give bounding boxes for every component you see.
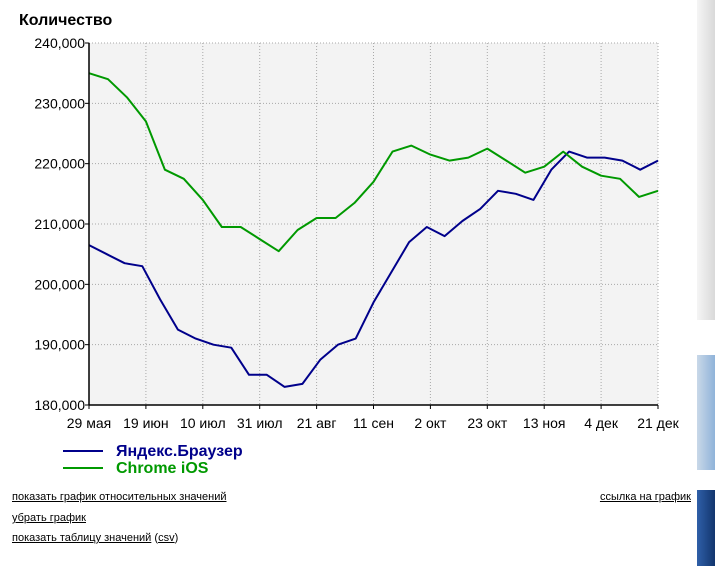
x-tick-label: 10 июл	[180, 415, 226, 431]
y-tick-label: 220,000	[34, 156, 85, 172]
series-line-chrome-ios	[88, 72, 659, 253]
y-axis-title: Количество	[19, 12, 112, 29]
y-tick-label: 180,000	[34, 397, 85, 413]
grid	[89, 42, 659, 405]
x-tick-label: 11 сен	[353, 415, 394, 431]
legend-label: Яндекс.Браузер	[116, 443, 243, 460]
chart-area: 240,000 230,000 220,000 210,000 200,000 190,0…	[19, 12, 680, 477]
y-tick-label: 240,000	[34, 35, 85, 51]
link-table-container: показать таблицу значений (csv)	[12, 532, 178, 544]
edge-block-gap	[697, 320, 715, 355]
series-line-yandex-browser	[88, 150, 659, 388]
series-layer	[88, 72, 659, 388]
legend-label: Chrome iOS	[116, 460, 209, 477]
link-relative-container: показать график относительных значений	[12, 491, 227, 503]
chart-svg: 240,000 230,000 220,000 210,000 200,000 190,0…	[19, 12, 680, 477]
paren-close: )	[174, 532, 179, 544]
y-tick-label: 230,000	[34, 95, 85, 111]
x-tick-label: 21 авг	[297, 415, 337, 431]
edge-block-bottom	[697, 490, 715, 566]
x-tick-label: 23 окт	[467, 415, 508, 431]
y-tick-label: 190,000	[34, 337, 85, 353]
x-tick-label: 29 мая	[67, 415, 111, 431]
show-table-link[interactable]: показать таблицу значений	[12, 532, 152, 544]
edge-strip-decoration	[697, 0, 715, 566]
axes	[85, 42, 659, 409]
show-relative-link[interactable]: показать график относительных значений	[12, 491, 227, 503]
x-tick-label: 4 дек	[584, 415, 619, 431]
y-tick-label: 210,000	[34, 216, 85, 232]
x-tick-label: 31 июл	[237, 415, 283, 431]
edge-block-mid	[697, 355, 715, 470]
edge-block-gap2	[697, 470, 715, 490]
tick-labels: 240,000 230,000 220,000 210,000 200,000 190,0…	[34, 35, 679, 431]
y-tick-label: 200,000	[34, 276, 85, 292]
x-tick-label: 2 окт	[414, 415, 447, 431]
remove-chart-link[interactable]: убрать график	[12, 512, 86, 524]
x-tick-label: 21 дек	[637, 415, 679, 431]
chart-link[interactable]: ссылка на график	[599, 491, 691, 503]
paren-open: (	[154, 532, 159, 544]
csv-link[interactable]: csv	[158, 532, 175, 544]
x-tick-label: 13 ноя	[523, 415, 566, 431]
link-remove-container: убрать график	[12, 512, 86, 524]
edge-block-top	[697, 0, 715, 320]
x-tick-label: 19 июн	[123, 415, 169, 431]
